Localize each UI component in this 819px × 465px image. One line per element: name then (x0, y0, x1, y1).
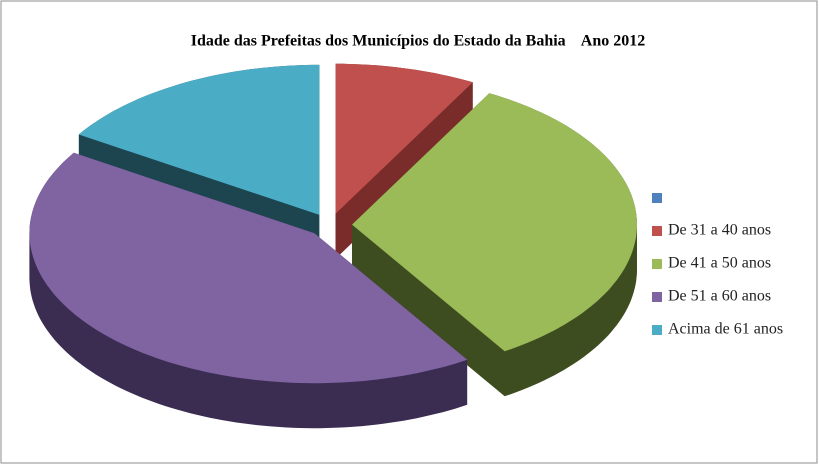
legend-swatch (652, 292, 662, 302)
chart-title: Idade das Prefeitas dos Municípios do Es… (191, 33, 645, 50)
slice (352, 93, 637, 352)
slice (29, 152, 468, 384)
legend-label: De 51 a 60 anos (668, 288, 771, 305)
legend-swatch (652, 325, 662, 335)
legend-swatch (652, 226, 662, 236)
slice (335, 63, 473, 214)
legend-swatch (652, 193, 662, 203)
legend-label: Acima de 61 anos (668, 321, 783, 338)
legend-label: De 31 a 40 anos (668, 222, 771, 239)
legend-label: De 41 a 50 anos (668, 255, 771, 272)
legend-swatch (652, 259, 662, 269)
slice (78, 64, 320, 215)
